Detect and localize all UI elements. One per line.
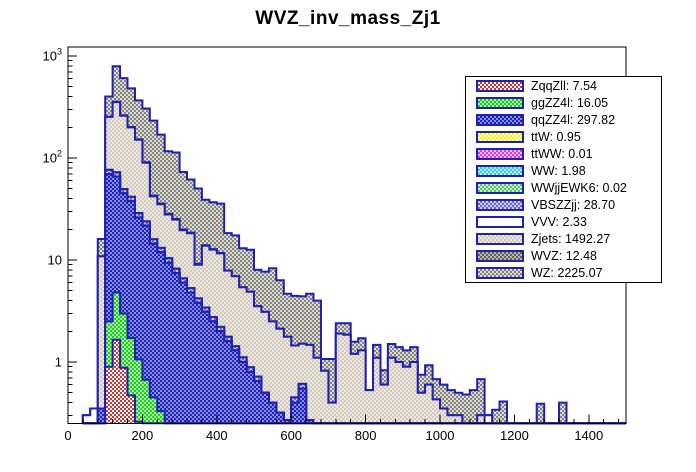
- legend-label: ttW: 0.95: [531, 129, 581, 144]
- legend-item-VVV: VVV: 2.33: [466, 214, 661, 230]
- y-tick-label: 10: [48, 253, 62, 268]
- legend-swatch-WWjjEWK6: [476, 182, 524, 194]
- legend-item-qqZZ4l: qqZZ4l: 297.82: [466, 112, 661, 128]
- x-tick-label: 400: [206, 428, 228, 443]
- x-tick-label: 600: [280, 428, 302, 443]
- legend-swatch-ttW: [476, 131, 524, 143]
- legend-item-VBSZZjj: VBSZZjj: 28.70: [466, 197, 661, 213]
- legend-label: Zjets: 1492.27: [531, 231, 611, 246]
- axis-labels: 0 200 400 600 800 1000 1200 1400 1 10 102 103: [43, 47, 604, 444]
- legend-item-ZqqZll: ZqqZll: 7.54: [466, 78, 661, 94]
- legend-item-ttW: ttW: 0.95: [466, 129, 661, 145]
- legend-swatch-VBSZZjj: [476, 199, 524, 211]
- y-tick-label: 102: [43, 149, 62, 166]
- x-tick-label: 1000: [426, 428, 455, 443]
- legend-item-ttWW: ttWW: 0.01: [466, 146, 661, 162]
- legend-label: VVV: 2.33: [531, 214, 587, 229]
- legend-swatch-ttWW: [476, 148, 524, 160]
- legend-swatch-WVZ: [476, 250, 524, 262]
- legend-swatch-VVV: [476, 216, 524, 228]
- legend-item-WW: WW: 1.98: [466, 163, 661, 179]
- y-tick-label: 103: [43, 47, 62, 64]
- legend-label: WW: 1.98: [531, 163, 586, 178]
- legend-swatch-WW: [476, 165, 524, 177]
- legend-item-WZ: WZ: 2225.07: [466, 265, 661, 281]
- legend-swatch-ggZZ4l: [476, 97, 524, 109]
- legend-label: ggZZ4l: 16.05: [531, 95, 609, 110]
- plot-title: WVZ_inv_mass_Zj1: [255, 8, 441, 29]
- x-tick-label: 1400: [574, 428, 603, 443]
- legend-item-WWjjEWK6: WWjjEWK6: 0.02: [466, 180, 661, 196]
- legend-item-Zjets: Zjets: 1492.27: [466, 231, 661, 247]
- y-tick-label: 1: [55, 355, 62, 370]
- legend-label: WZ: 2225.07: [531, 265, 603, 280]
- x-tick-label: 800: [355, 428, 377, 443]
- legend-label: ttWW: 0.01: [531, 146, 593, 161]
- x-tick-label: 1200: [500, 428, 529, 443]
- legend: ZqqZll: 7.54 ggZZ4l: 16.05 qqZZ4l: 297.82 t…: [465, 76, 662, 283]
- legend-item-ggZZ4l: ggZZ4l: 16.05: [466, 95, 661, 111]
- legend-label: qqZZ4l: 297.82: [531, 112, 616, 127]
- legend-item-WVZ: WVZ: 12.48: [466, 248, 661, 264]
- legend-swatch-qqZZ4l: [476, 114, 524, 126]
- legend-swatch-WZ: [476, 267, 524, 279]
- legend-label: WVZ: 12.48: [531, 248, 597, 263]
- x-tick-label: 200: [132, 428, 154, 443]
- legend-label: WWjjEWK6: 0.02: [531, 180, 627, 195]
- legend-label: VBSZZjj: 28.70: [531, 197, 616, 212]
- legend-swatch-ZqqZll: [476, 80, 524, 92]
- axis-ticks: [67, 55, 620, 424]
- legend-label: ZqqZll: 7.54: [531, 78, 598, 93]
- legend-swatch-Zjets: [476, 233, 524, 245]
- x-tick-label: 0: [64, 428, 71, 443]
